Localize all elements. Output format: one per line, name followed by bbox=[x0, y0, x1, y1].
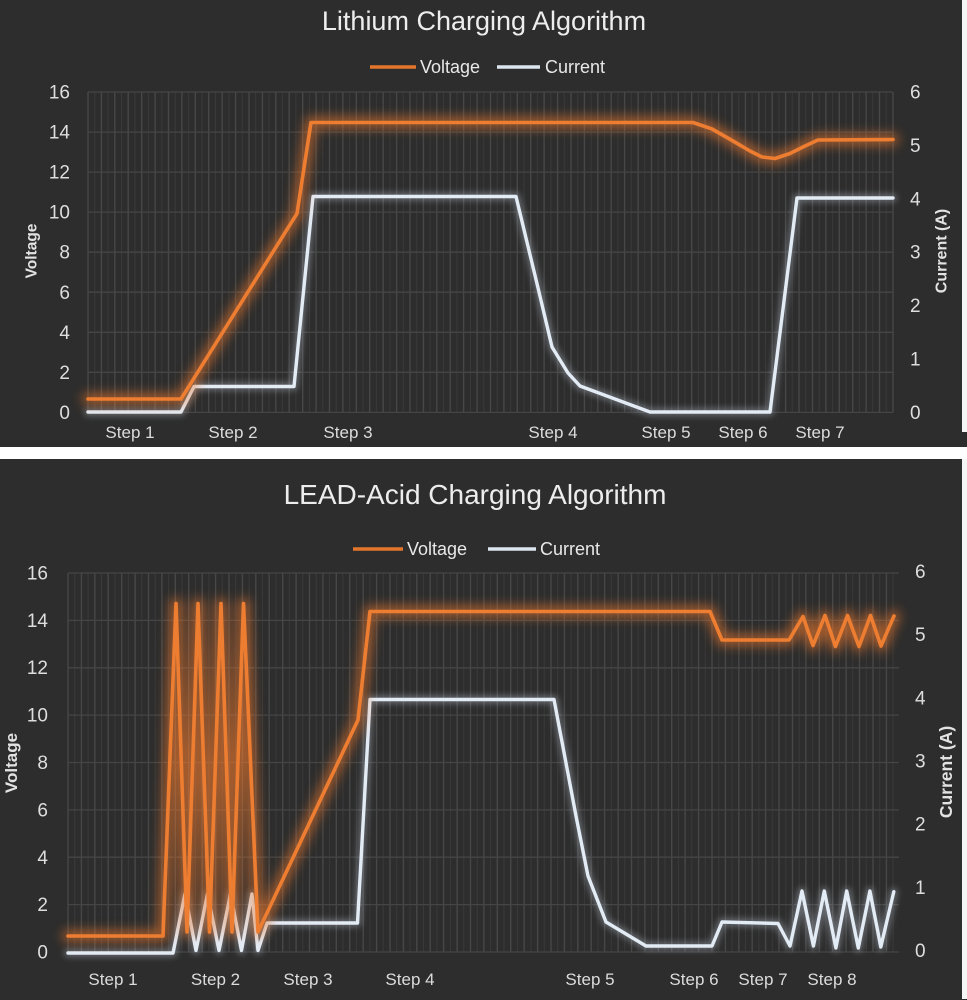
svg-text:4: 4 bbox=[910, 189, 921, 210]
svg-text:Step 5: Step 5 bbox=[565, 970, 614, 989]
svg-text:10: 10 bbox=[49, 203, 70, 224]
svg-text:16: 16 bbox=[27, 564, 48, 585]
svg-text:LEAD-Acid Charging Algorithm: LEAD-Acid Charging Algorithm bbox=[284, 479, 667, 510]
svg-text:Lithium Charging Algorithm: Lithium Charging Algorithm bbox=[322, 6, 646, 36]
svg-text:Current: Current bbox=[545, 57, 605, 77]
svg-text:16: 16 bbox=[49, 83, 70, 104]
svg-text:Step 1: Step 1 bbox=[88, 970, 137, 989]
svg-text:1: 1 bbox=[915, 878, 926, 899]
svg-text:12: 12 bbox=[27, 658, 48, 679]
svg-text:Current: Current bbox=[540, 539, 600, 559]
svg-text:6: 6 bbox=[59, 283, 70, 304]
svg-text:Step 3: Step 3 bbox=[283, 970, 332, 989]
svg-text:14: 14 bbox=[49, 123, 71, 144]
svg-text:Voltage: Voltage bbox=[407, 539, 467, 559]
svg-text:2: 2 bbox=[37, 895, 48, 916]
svg-text:4: 4 bbox=[915, 688, 926, 709]
svg-text:Step 3: Step 3 bbox=[323, 423, 372, 442]
svg-text:Step 7: Step 7 bbox=[738, 970, 787, 989]
svg-text:Step 2: Step 2 bbox=[208, 423, 257, 442]
svg-text:Current (A): Current (A) bbox=[936, 726, 956, 818]
svg-text:Current (A): Current (A) bbox=[934, 209, 951, 293]
svg-text:Voltage: Voltage bbox=[2, 733, 21, 793]
svg-text:Step 4: Step 4 bbox=[528, 423, 577, 442]
svg-text:4: 4 bbox=[37, 848, 48, 869]
svg-text:Step 8: Step 8 bbox=[807, 970, 856, 989]
svg-text:6: 6 bbox=[910, 83, 921, 104]
svg-text:4: 4 bbox=[59, 323, 70, 344]
svg-text:0: 0 bbox=[37, 943, 48, 964]
svg-text:14: 14 bbox=[27, 611, 49, 632]
svg-text:Step 4: Step 4 bbox=[385, 970, 434, 989]
svg-text:6: 6 bbox=[915, 562, 926, 583]
svg-text:Voltage: Voltage bbox=[420, 57, 480, 77]
svg-text:Step 5: Step 5 bbox=[641, 423, 690, 442]
svg-text:8: 8 bbox=[59, 243, 70, 264]
svg-text:3: 3 bbox=[910, 243, 921, 264]
svg-text:Step 6: Step 6 bbox=[718, 423, 767, 442]
svg-text:5: 5 bbox=[915, 625, 926, 646]
svg-text:Voltage: Voltage bbox=[24, 223, 41, 278]
svg-text:2: 2 bbox=[910, 296, 921, 317]
svg-text:Step 7: Step 7 bbox=[795, 423, 844, 442]
svg-text:5: 5 bbox=[910, 136, 921, 157]
svg-text:10: 10 bbox=[27, 706, 48, 727]
svg-text:3: 3 bbox=[915, 752, 926, 773]
svg-text:2: 2 bbox=[915, 815, 926, 836]
svg-text:2: 2 bbox=[59, 363, 70, 384]
svg-text:12: 12 bbox=[49, 163, 70, 184]
svg-text:Step 6: Step 6 bbox=[669, 970, 718, 989]
svg-text:Step 1: Step 1 bbox=[105, 423, 154, 442]
svg-text:0: 0 bbox=[915, 941, 926, 962]
svg-text:1: 1 bbox=[910, 350, 921, 371]
svg-text:8: 8 bbox=[37, 753, 48, 774]
svg-text:0: 0 bbox=[910, 403, 921, 424]
svg-text:6: 6 bbox=[37, 800, 48, 821]
svg-text:0: 0 bbox=[59, 403, 70, 424]
svg-text:Step 2: Step 2 bbox=[191, 970, 240, 989]
